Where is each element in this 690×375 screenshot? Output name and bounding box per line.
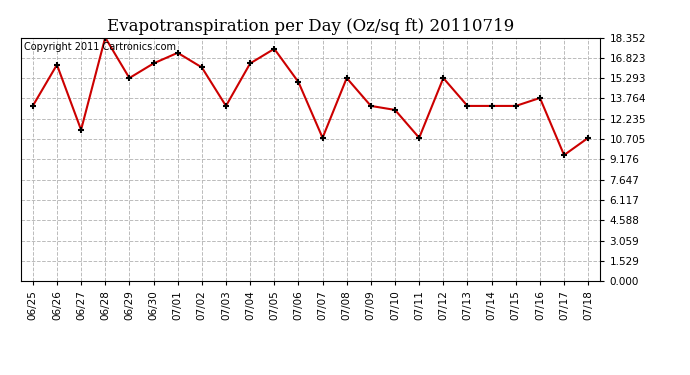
Title: Evapotranspiration per Day (Oz/sq ft) 20110719: Evapotranspiration per Day (Oz/sq ft) 20… — [107, 18, 514, 34]
Text: Copyright 2011 Cartronics.com: Copyright 2011 Cartronics.com — [23, 42, 175, 52]
